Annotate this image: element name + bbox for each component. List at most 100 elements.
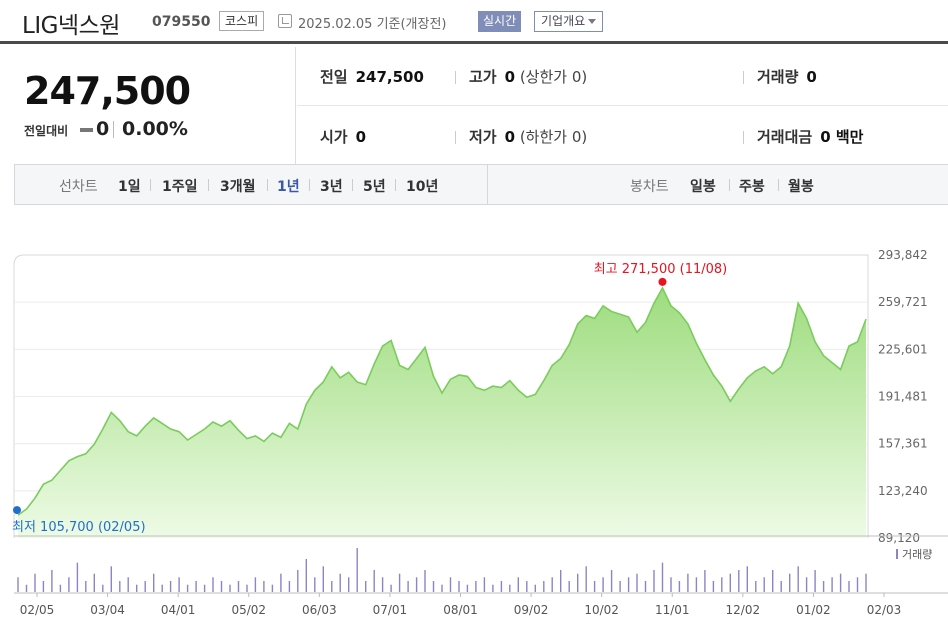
- volume-bar: [509, 584, 511, 592]
- volume-bar: [585, 566, 587, 592]
- high-point[interactable]: [658, 277, 667, 286]
- tab-3y[interactable]: 3년: [320, 179, 343, 195]
- volume-bar: [670, 577, 672, 592]
- volume-bar: [644, 581, 647, 592]
- volume-bar: [59, 584, 62, 592]
- volume-bar: [322, 566, 324, 592]
- volume-bar: [653, 570, 655, 592]
- tab-5y[interactable]: 5년: [363, 179, 386, 195]
- x-tick-label: 05/02: [231, 603, 266, 617]
- tab-daily[interactable]: 일봉: [690, 179, 716, 195]
- divider: [208, 179, 209, 191]
- price-change: 0: [96, 118, 110, 140]
- volume-bar: [627, 577, 630, 592]
- volume-bar: [780, 581, 782, 592]
- volume-bar: [441, 584, 443, 592]
- stat-value: 0: [355, 128, 367, 146]
- x-tick-label: 09/02: [514, 603, 549, 617]
- volume-bar: [602, 577, 604, 592]
- volume-bar: [297, 570, 299, 592]
- clock-icon: [278, 14, 292, 28]
- volume-bar: [551, 577, 553, 592]
- high-label: 최고 271,500 (11/08): [594, 262, 728, 277]
- volume-bar: [390, 584, 392, 592]
- volume-bar: [381, 577, 384, 592]
- stat-value: 0 백만: [820, 128, 864, 146]
- low-point[interactable]: [13, 506, 21, 515]
- volume-bar: [577, 573, 579, 592]
- volume-bar: [271, 584, 274, 592]
- market-badge: 코스피: [219, 11, 265, 31]
- volume-bar: [805, 577, 808, 592]
- flat-change-icon: [80, 128, 93, 132]
- volume-bar: [136, 584, 138, 592]
- volume-legend: 거래량: [902, 548, 932, 561]
- x-tick-label: 10/02: [584, 603, 619, 617]
- tab-1y[interactable]: 1년: [277, 179, 300, 195]
- price-line: [17, 286, 867, 516]
- y-tick-label: 89,120: [878, 531, 920, 545]
- tab-monthly[interactable]: 월봉: [788, 179, 814, 195]
- price-panel: 247,500 전일대비 0 0.00%: [14, 47, 296, 164]
- volume-bar: [127, 577, 129, 592]
- volume-bar: [161, 584, 163, 592]
- tab-1d[interactable]: 1일: [118, 179, 141, 195]
- volume-bar: [424, 570, 426, 592]
- volume-bar: [76, 562, 79, 592]
- stat-label: 저가: [469, 128, 497, 146]
- volume-bar: [466, 584, 469, 592]
- divider: [352, 179, 353, 191]
- volume-bar: [237, 581, 240, 592]
- stat-value: 0: [504, 68, 516, 86]
- volume-bar: [772, 570, 774, 592]
- stock-code: 079550: [152, 14, 211, 30]
- stat-low: 저가 0 (하한가 0): [469, 126, 587, 147]
- price-chart: 293,842 259,721 225,601 191,481 157,361 123,2…: [12, 248, 948, 617]
- chart-period-tabs: 선차트 1일 1주일 3개월 1년 3년 5년 10년 봉차트 일봉 주봉 월봉: [14, 164, 948, 205]
- stat-label: 전일: [320, 68, 348, 86]
- volume-bar: [831, 577, 833, 592]
- x-tick-label: 07/01: [373, 603, 408, 617]
- divider: [267, 179, 268, 191]
- divider: [743, 131, 744, 144]
- stat-value: 0: [806, 68, 817, 86]
- volume-bar: [398, 573, 401, 592]
- stat-label: 거래대금: [757, 128, 813, 146]
- volume-bar: [415, 577, 418, 592]
- tab-weekly[interactable]: 주봉: [739, 179, 765, 195]
- volume-bars: [17, 548, 867, 592]
- volume-bar: [865, 573, 867, 592]
- volume-bar: [314, 577, 316, 592]
- tab-3m[interactable]: 3개월: [220, 179, 256, 195]
- volume-legend-mark: [896, 549, 898, 559]
- volume-bar: [288, 581, 291, 592]
- tab-1w[interactable]: 1주일: [162, 179, 198, 195]
- stat-volume: 거래량 0: [757, 66, 817, 87]
- volume-bar: [365, 581, 367, 592]
- change-label: 전일대비: [24, 124, 69, 138]
- volume-bar: [229, 584, 231, 592]
- volume-bar: [212, 577, 214, 592]
- x-tick-label: 03/04: [90, 603, 125, 617]
- stats-panel: 전일 247,500 고가 0 (상한가 0) 거래량 0 시가 0 저가 0 (하한가 …: [297, 47, 948, 164]
- volume-bar: [42, 581, 45, 592]
- volume-bar: [814, 570, 816, 592]
- realtime-button[interactable]: 실시간: [478, 11, 522, 32]
- y-tick-label: 191,481: [878, 390, 928, 404]
- volume-bar: [475, 581, 477, 592]
- x-tick-label: 04/01: [161, 603, 196, 617]
- company-overview-dropdown[interactable]: 기업개요: [534, 11, 604, 32]
- x-tick-label: 02/05: [20, 603, 55, 617]
- volume-bar: [373, 570, 375, 592]
- volume-bar: [93, 573, 95, 592]
- tab-10y[interactable]: 10년: [406, 179, 439, 195]
- volume-bar: [746, 566, 748, 592]
- caret-down-icon: [588, 19, 597, 24]
- volume-bar: [280, 573, 282, 592]
- volume-bar: [789, 573, 791, 592]
- volume-bar: [254, 577, 257, 592]
- volume-bar: [153, 573, 155, 592]
- y-tick-label: 157,361: [878, 437, 928, 451]
- stock-name: LIG넥스원: [22, 13, 120, 39]
- divider: [729, 179, 730, 191]
